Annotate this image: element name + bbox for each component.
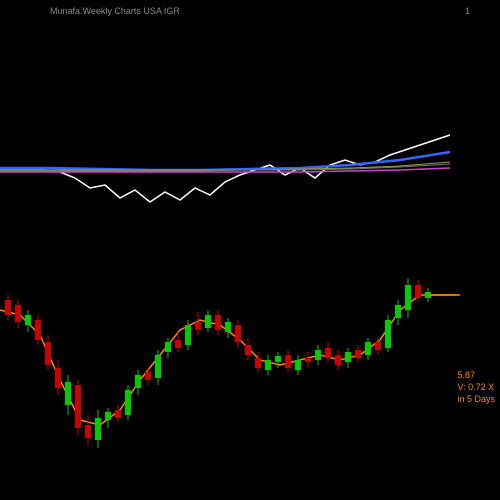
candle-body bbox=[385, 320, 391, 348]
candle-body bbox=[85, 425, 91, 438]
candle-body bbox=[415, 285, 421, 298]
indicator-lines-svg bbox=[0, 120, 460, 220]
timeframe-info: in 5 Days bbox=[457, 394, 495, 404]
candle-body bbox=[335, 355, 341, 365]
candle-body bbox=[95, 418, 101, 440]
candle-body bbox=[255, 358, 261, 368]
candle-body bbox=[35, 320, 41, 340]
candle-body bbox=[325, 348, 331, 358]
candle-body bbox=[235, 325, 241, 342]
candle-body bbox=[395, 305, 401, 318]
candle-body bbox=[195, 322, 201, 330]
candle-body bbox=[295, 360, 301, 370]
candle-body bbox=[75, 385, 81, 428]
candle-body bbox=[165, 342, 171, 352]
candle-body bbox=[65, 382, 71, 405]
candle-body bbox=[175, 340, 181, 348]
candle-body bbox=[45, 342, 51, 365]
candle-body bbox=[105, 412, 111, 420]
candle-body bbox=[315, 350, 321, 360]
chart-timeframe-label: 1 bbox=[465, 6, 470, 16]
price-panel bbox=[0, 260, 460, 460]
candle-body bbox=[355, 350, 361, 358]
candle-body bbox=[205, 315, 211, 328]
current-price: 5.87 bbox=[457, 370, 495, 380]
candle-body bbox=[115, 410, 121, 418]
candle-body bbox=[365, 342, 371, 355]
candlestick-svg bbox=[0, 260, 460, 460]
candle-body bbox=[345, 352, 351, 362]
candle-body bbox=[405, 285, 411, 310]
candle-body bbox=[125, 390, 131, 415]
candle-body bbox=[225, 322, 231, 332]
candle-body bbox=[215, 315, 221, 330]
candle-body bbox=[15, 305, 21, 322]
candle-body bbox=[5, 300, 11, 315]
candle-body bbox=[285, 355, 291, 368]
volume-info: V: 0.72 X bbox=[457, 382, 495, 392]
candle-body bbox=[305, 358, 311, 362]
candle-body bbox=[185, 325, 191, 345]
candle-body bbox=[135, 375, 141, 388]
candle-body bbox=[275, 356, 281, 362]
indicator-panel bbox=[0, 120, 460, 220]
chart-title: Munafa.Weekly Charts USA IGR bbox=[50, 6, 180, 16]
price-info-box: 5.87 V: 0.72 X in 5 Days bbox=[457, 370, 495, 406]
candle-body bbox=[55, 368, 61, 388]
candle-body bbox=[25, 315, 31, 325]
candle-body bbox=[265, 360, 271, 370]
candle-body bbox=[145, 372, 151, 380]
candle-body bbox=[155, 355, 161, 378]
candle-body bbox=[245, 345, 251, 355]
candle-body bbox=[375, 342, 381, 350]
